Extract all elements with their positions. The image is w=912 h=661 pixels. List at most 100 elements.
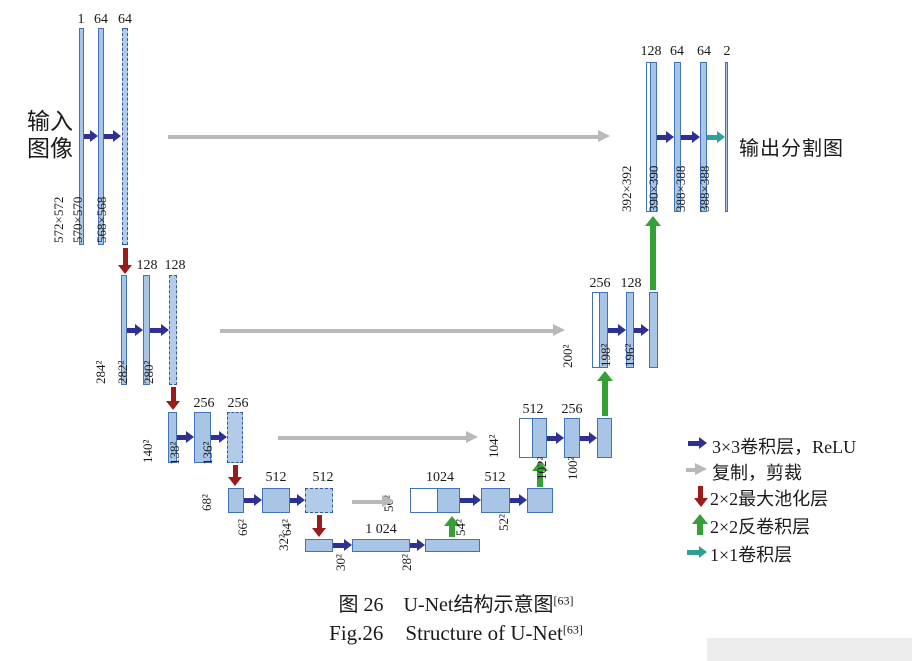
- conv-arrow-icon: [150, 324, 169, 337]
- feature-bar: [564, 418, 580, 458]
- feature-bar-cropped: [169, 275, 177, 385]
- channel-label: 64: [670, 44, 684, 59]
- conv-arrow-icon: [634, 324, 649, 337]
- feature-bar: [228, 488, 244, 513]
- legend-conv1x1-arrow-icon: [687, 546, 707, 559]
- dim-label: 392×392: [619, 165, 634, 212]
- dim-label: 138²: [167, 441, 182, 465]
- channel-label: 256: [589, 276, 611, 291]
- feature-bar: [725, 62, 728, 212]
- channel-label: 128: [164, 258, 186, 273]
- conv-arrow-icon: [510, 494, 527, 507]
- channel-label: 512: [265, 470, 287, 485]
- dim-label: 284²: [93, 360, 108, 384]
- caption-zh-title: U-Net结构示意图: [403, 594, 554, 616]
- dim-label: 140²: [140, 439, 155, 463]
- dim-label: 196²: [622, 343, 637, 367]
- channel-label: 256: [193, 396, 215, 411]
- feature-bar: [527, 488, 553, 513]
- feature-bar: [79, 28, 84, 245]
- feature-bar-cropped: [227, 412, 243, 463]
- maxpool-arrow-icon: [228, 465, 242, 486]
- feature-bar: [262, 488, 290, 513]
- dim-label: 66²: [235, 519, 250, 536]
- feature-bar: [437, 488, 460, 513]
- conv-arrow-icon: [657, 131, 674, 144]
- channel-label: 2: [723, 44, 731, 59]
- dim-label: 30²: [333, 554, 348, 571]
- feature-bar: [121, 275, 127, 385]
- figure-caption-zh: 图 26 U-Net结构示意图[63]: [0, 588, 912, 617]
- conv-arrow-icon: [84, 130, 98, 143]
- feature-bar-copied: [410, 488, 438, 513]
- conv-arrow-icon: [177, 431, 194, 444]
- copy-arrow-icon: [168, 130, 610, 143]
- legend-maxpool-arrow-icon: [693, 486, 708, 507]
- caption-en-title: Structure of U-Net: [405, 621, 563, 645]
- channel-label: 64: [697, 44, 711, 59]
- scan-artifact: [707, 638, 912, 661]
- channel-label: 128: [640, 44, 662, 59]
- channel-label: 128: [136, 258, 158, 273]
- legend-item-label: 2×2最大池化层: [710, 489, 829, 509]
- dim-label: 28²: [399, 554, 414, 571]
- legend-copy-arrow-icon: [686, 463, 707, 476]
- figure-caption-en: Fig.26 Structure of U-Net[63]: [0, 621, 912, 646]
- input-image-label: 输入 图像: [10, 108, 90, 162]
- feature-bar: [143, 275, 150, 385]
- maxpool-arrow-icon: [118, 248, 132, 274]
- caption-zh-fig-number: 图 26: [338, 594, 384, 616]
- feature-bar-cropped: [305, 488, 333, 513]
- conv-arrow-icon: [244, 494, 262, 507]
- caption-en-fig-number: Fig.26: [329, 621, 384, 645]
- feature-bar: [352, 539, 410, 552]
- upconv-arrow-icon: [645, 216, 661, 290]
- legend-item-label: 2×2反卷积层: [710, 517, 811, 537]
- dim-label: 100²: [565, 456, 580, 480]
- conv-arrow-icon: [104, 130, 121, 143]
- channel-label: 512: [522, 402, 544, 417]
- channel-label: 64: [94, 12, 108, 27]
- conv-arrow-icon: [211, 431, 227, 444]
- maxpool-arrow-icon: [312, 515, 326, 537]
- feature-bar: [194, 412, 211, 463]
- upconv-arrow-icon: [597, 371, 613, 416]
- maxpool-arrow-icon: [166, 387, 180, 410]
- dim-label: 280²: [141, 360, 156, 384]
- channel-label: 256: [561, 402, 583, 417]
- channel-label: 1 024: [365, 522, 397, 537]
- dim-label: 198²: [598, 343, 613, 367]
- dim-label: 200²: [560, 344, 575, 368]
- conv-arrow-icon: [681, 131, 700, 144]
- dim-label: 572×572: [51, 196, 66, 243]
- channel-label: 1024: [426, 470, 454, 485]
- feature-bar: [626, 292, 634, 368]
- feature-bar: [305, 539, 333, 552]
- input-label-line: 图像: [27, 136, 73, 161]
- dim-label: 568×568: [94, 196, 109, 243]
- conv-arrow-icon: [127, 324, 143, 337]
- dim-label: 68²: [199, 494, 214, 511]
- copy-arrow-icon: [352, 495, 394, 508]
- dim-label: 32²: [276, 534, 291, 551]
- feature-bar: [649, 292, 658, 368]
- dim-label: 52²: [496, 514, 511, 531]
- legend-upconv-arrow-icon: [692, 514, 708, 535]
- conv-arrow-icon: [547, 432, 564, 445]
- legend-conv-arrow-icon: [688, 437, 707, 450]
- feature-bar: [481, 488, 510, 513]
- dim-label: 388×388: [673, 165, 688, 212]
- feature-bar-cropped: [122, 28, 128, 245]
- dim-label: 102²: [534, 456, 549, 480]
- legend-item-label: 3×3卷积层，ReLU: [712, 437, 857, 457]
- channel-label: 512: [312, 470, 334, 485]
- dim-label: 570×570: [70, 196, 85, 243]
- channel-label: 128: [620, 276, 642, 291]
- channel-label: 1: [77, 12, 85, 27]
- conv1x1-arrow-icon: [707, 131, 725, 144]
- feature-bar: [597, 418, 612, 458]
- feature-bar: [700, 62, 707, 212]
- conv-arrow-icon: [333, 539, 352, 552]
- reference-superscript: [63]: [553, 593, 574, 608]
- dim-label: 136²: [200, 441, 215, 465]
